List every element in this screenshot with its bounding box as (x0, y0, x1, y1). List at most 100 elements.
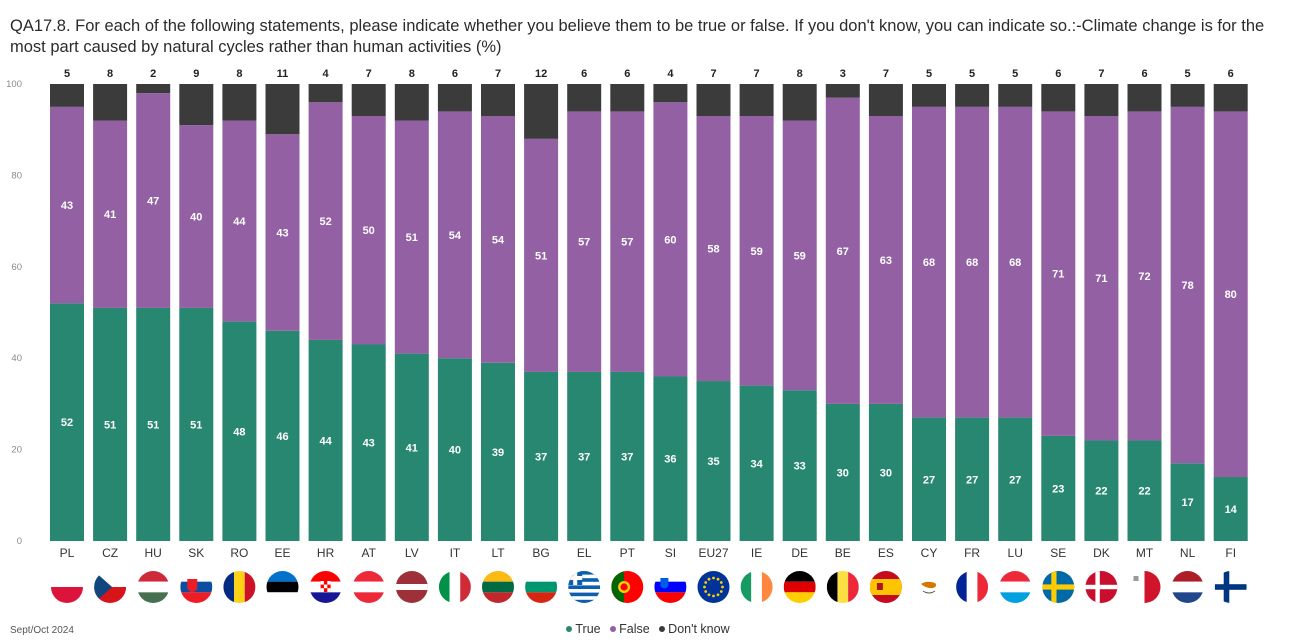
bar-segment-true (308, 339, 343, 541)
bar-group: 40 54 6 (437, 68, 472, 541)
x-tick-label: EL (577, 546, 592, 560)
flag-bulgaria-icon (525, 571, 558, 603)
bar-segment-true (653, 376, 688, 541)
data-label: 11 (277, 68, 289, 80)
x-tick-label: IT (450, 546, 461, 560)
bar-segment-false (351, 115, 386, 345)
bar-group: 14 80 6 (1213, 68, 1248, 541)
data-label: 54 (449, 230, 462, 242)
bar-segment-false (308, 102, 343, 340)
bar-segment-true (739, 385, 774, 541)
bar-segment-true (998, 417, 1033, 541)
data-label: 30 (837, 467, 849, 479)
x-tick-label: EU27 (698, 546, 728, 560)
bar-segment-false (739, 115, 774, 386)
data-label: 6 (581, 68, 587, 80)
legend: True False Don't know (0, 622, 1296, 636)
bar-segment-dontknow (1213, 84, 1248, 112)
data-label: 37 (578, 451, 590, 463)
bar-segment-false (1213, 111, 1248, 478)
bar-segment-false (610, 111, 645, 372)
bar-segment-dontknow (825, 84, 860, 98)
x-tick-label: RO (230, 546, 248, 560)
x-tick-label: AT (361, 546, 376, 560)
bar-group: 41 51 8 (394, 68, 429, 541)
bar-segment-false (524, 138, 559, 372)
data-label: 68 (923, 257, 935, 269)
flag-malta-icon (1128, 571, 1161, 603)
data-label: 59 (794, 250, 806, 262)
data-label: 71 (1052, 269, 1064, 281)
legend-swatch-true (566, 626, 573, 632)
data-label: 43 (363, 438, 375, 450)
data-label: 5 (64, 68, 70, 80)
flag-lithuania-icon (482, 571, 514, 603)
data-label: 6 (1141, 68, 1147, 80)
bar-group: 52 43 5 (50, 68, 84, 541)
data-label: 39 (492, 447, 504, 459)
data-label: 8 (797, 68, 803, 80)
data-label: 51 (406, 232, 418, 244)
flag-luxembourg-icon (999, 571, 1032, 603)
data-label: 52 (319, 216, 331, 228)
data-label: 40 (449, 445, 461, 457)
x-tick-label: LT (491, 546, 505, 560)
flag-austria-icon (352, 571, 385, 603)
bar-segment-dontknow (567, 84, 602, 112)
legend-swatch-dontknow (659, 626, 666, 632)
bar-segment-dontknow (653, 84, 688, 103)
data-label: 17 (1181, 497, 1193, 509)
data-label: 7 (883, 68, 889, 80)
bar-group: 37 57 6 (567, 68, 602, 541)
data-label: 80 (1225, 289, 1237, 301)
data-label: 7 (754, 68, 760, 80)
bar-group: 23 71 6 (1041, 68, 1076, 541)
x-tick-label: SE (1050, 546, 1066, 560)
bar-segment-false (222, 120, 257, 322)
bar-segment-false (653, 102, 688, 377)
flag-germany-icon (783, 571, 816, 603)
x-tick-label: DE (791, 546, 808, 560)
data-label: 37 (535, 451, 547, 463)
bar-group: 51 41 8 (93, 68, 128, 541)
flag-portugal-icon (611, 571, 644, 603)
chart-title: QA17.8. For each of the following statem… (10, 17, 1265, 56)
bar-segment-dontknow (998, 84, 1033, 107)
flag-hungary-icon (137, 571, 170, 603)
data-label: 5 (926, 68, 932, 80)
bar-segment-dontknow (50, 84, 84, 107)
bar-segment-true (136, 307, 171, 541)
data-label: 71 (1095, 273, 1107, 285)
flag-cyprus-icon (913, 571, 945, 603)
bar-segment-dontknow (1084, 84, 1119, 116)
bar-segment-true (912, 417, 946, 541)
bar-segment-false (481, 115, 515, 363)
data-label: 68 (1009, 257, 1021, 269)
x-tick-label: HU (145, 546, 162, 560)
data-label: 57 (578, 237, 590, 249)
data-label: 27 (1009, 474, 1021, 486)
data-label: 9 (193, 68, 199, 80)
flag-romania-icon (223, 571, 256, 603)
flag-ireland-icon (740, 571, 773, 603)
bar-segment-true (93, 307, 128, 541)
data-label: 60 (664, 234, 676, 246)
bar-segment-false (998, 106, 1033, 418)
data-label: 33 (794, 461, 806, 473)
bar-segment-true (782, 390, 817, 541)
bar-segment-dontknow (222, 84, 257, 121)
legend-item-true: True (566, 622, 601, 636)
flag-denmark-icon (1085, 571, 1118, 603)
bar-group: 37 51 12 (524, 68, 559, 541)
legend-label-dontknow: Don't know (668, 622, 730, 636)
bar-segment-true (481, 362, 515, 541)
bar-segment-dontknow (1041, 84, 1076, 112)
x-tick-label: EE (274, 546, 290, 560)
data-label: 7 (1098, 68, 1104, 80)
y-tick-label: 60 (11, 262, 22, 273)
data-label: 7 (366, 68, 372, 80)
bar-group: 35 58 7 (696, 68, 731, 541)
data-label: 23 (1052, 483, 1064, 495)
x-tick-label: PL (60, 546, 75, 560)
